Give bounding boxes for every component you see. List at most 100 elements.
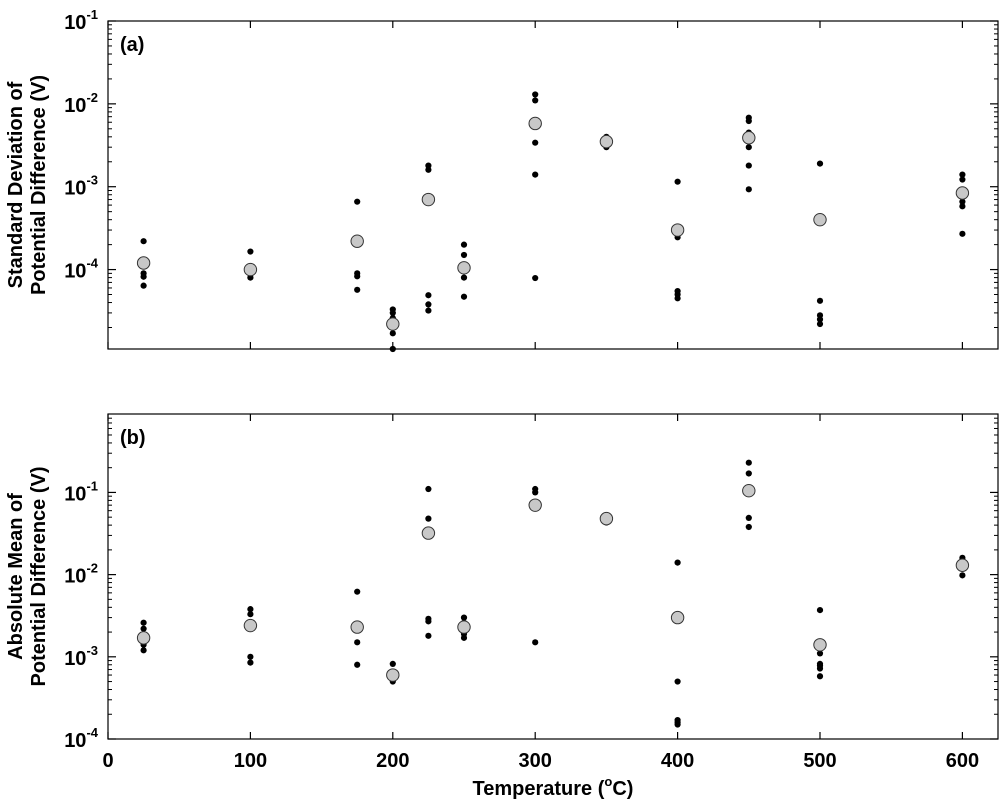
panel-label-a: (a) bbox=[120, 34, 144, 56]
data-point-a bbox=[959, 171, 966, 178]
x-tick-label: 300 bbox=[519, 750, 552, 772]
data-point-b bbox=[425, 485, 432, 493]
mean-point-a bbox=[243, 262, 258, 277]
data-point-a bbox=[247, 248, 254, 255]
plot-frame-b bbox=[107, 413, 999, 740]
data-point-b bbox=[354, 661, 361, 668]
y-tick-exponent: -2 bbox=[86, 561, 98, 576]
mean-point-a bbox=[386, 317, 400, 331]
y-tick-base: 10 bbox=[64, 95, 86, 117]
data-point-b bbox=[745, 523, 752, 531]
data-point-a bbox=[532, 91, 539, 98]
mean-point-a bbox=[136, 256, 151, 270]
data-point-a bbox=[354, 198, 361, 205]
data-point-a bbox=[532, 274, 539, 282]
data-point-a bbox=[959, 198, 966, 205]
mean-point-b bbox=[350, 620, 364, 634]
y-tick-label: 10-2 bbox=[64, 90, 98, 117]
mean-point-b bbox=[742, 483, 756, 498]
data-point-a bbox=[745, 144, 752, 151]
x-tick-label: 600 bbox=[946, 750, 979, 772]
data-point-a bbox=[389, 330, 396, 337]
data-point-b bbox=[674, 721, 681, 728]
y-tick-base: 10 bbox=[64, 178, 86, 200]
data-point-a bbox=[959, 203, 966, 210]
mean-point-b bbox=[421, 526, 436, 540]
data-point-b bbox=[425, 618, 432, 625]
data-point-b bbox=[140, 625, 147, 632]
data-point-a bbox=[674, 178, 681, 185]
x-tick-label: 400 bbox=[661, 750, 694, 772]
data-point-a bbox=[959, 176, 966, 183]
data-point-a bbox=[425, 307, 432, 314]
data-point-b bbox=[460, 614, 468, 621]
mean-point-b bbox=[243, 618, 258, 633]
y-axis-title-line: Potential Difference (V) bbox=[28, 466, 50, 686]
data-point-a bbox=[816, 297, 824, 304]
data-point-b bbox=[674, 559, 681, 566]
data-point-a bbox=[460, 251, 468, 259]
panel-label-b: (b) bbox=[120, 427, 146, 449]
data-point-b bbox=[247, 611, 254, 618]
data-point-b bbox=[425, 632, 432, 639]
data-point-b bbox=[140, 619, 147, 626]
data-point-b bbox=[816, 673, 824, 680]
y-axis-title-a: Standard Deviation ofPotential Differenc… bbox=[5, 75, 50, 295]
data-point-b bbox=[247, 659, 254, 666]
panel-a-chart: 10-410-310-210-1(a)Standard Deviation of… bbox=[5, 7, 999, 353]
y-axis-title-line: Standard Deviation of bbox=[5, 81, 27, 288]
mean-point-a bbox=[670, 223, 685, 237]
x-axis-title-degree: o bbox=[604, 774, 612, 789]
x-tick-label: 0 bbox=[102, 750, 113, 772]
data-point-b bbox=[247, 606, 254, 613]
x-tick-label: 200 bbox=[376, 750, 409, 772]
data-point-b bbox=[745, 459, 752, 466]
data-point-a bbox=[745, 162, 752, 169]
mean-point-b bbox=[386, 668, 400, 682]
y-tick-label: 10-3 bbox=[64, 173, 98, 200]
data-point-b bbox=[674, 678, 681, 685]
y-axis-title-line: Absolute Mean of bbox=[5, 493, 27, 660]
x-tick-label: 500 bbox=[803, 750, 836, 772]
mean-point-b bbox=[670, 610, 685, 625]
data-point-a bbox=[816, 316, 824, 323]
y-tick-label: 10-3 bbox=[64, 643, 98, 670]
data-point-a bbox=[140, 238, 147, 245]
y-tick-exponent: -1 bbox=[86, 7, 98, 22]
y-tick-label: 10-2 bbox=[64, 561, 98, 588]
data-point-a bbox=[389, 345, 396, 353]
data-point-b bbox=[140, 647, 147, 654]
data-point-a bbox=[532, 139, 539, 146]
mean-point-a bbox=[955, 186, 970, 200]
data-point-b bbox=[745, 470, 752, 477]
mean-point-a bbox=[457, 261, 471, 275]
mean-point-b bbox=[136, 631, 151, 645]
data-point-b bbox=[745, 514, 752, 521]
data-point-b bbox=[532, 639, 539, 646]
mean-point-b bbox=[813, 638, 827, 652]
y-tick-label: 10-1 bbox=[64, 7, 98, 34]
y-tick-label: 10-4 bbox=[64, 725, 99, 752]
data-point-a bbox=[460, 274, 468, 281]
data-point-a bbox=[745, 186, 752, 193]
mean-point-b bbox=[457, 620, 471, 634]
mean-point-a bbox=[421, 192, 436, 207]
y-tick-label: 10-1 bbox=[64, 478, 98, 505]
data-point-a bbox=[425, 301, 432, 308]
data-point-b bbox=[425, 515, 432, 522]
mean-point-b bbox=[528, 498, 542, 512]
data-point-a bbox=[425, 292, 432, 299]
mean-point-b bbox=[599, 511, 614, 526]
mean-point-a bbox=[742, 131, 756, 145]
data-point-b bbox=[816, 650, 824, 657]
data-point-a bbox=[425, 166, 432, 173]
data-point-a bbox=[140, 273, 147, 280]
y-tick-exponent: -4 bbox=[86, 725, 98, 740]
y-tick-exponent: -3 bbox=[86, 173, 98, 188]
x-axis-title-unit: C) bbox=[612, 778, 633, 800]
data-point-a bbox=[460, 241, 468, 248]
y-tick-exponent: -2 bbox=[86, 90, 98, 105]
mean-point-a bbox=[528, 116, 542, 131]
data-point-a bbox=[425, 162, 432, 169]
